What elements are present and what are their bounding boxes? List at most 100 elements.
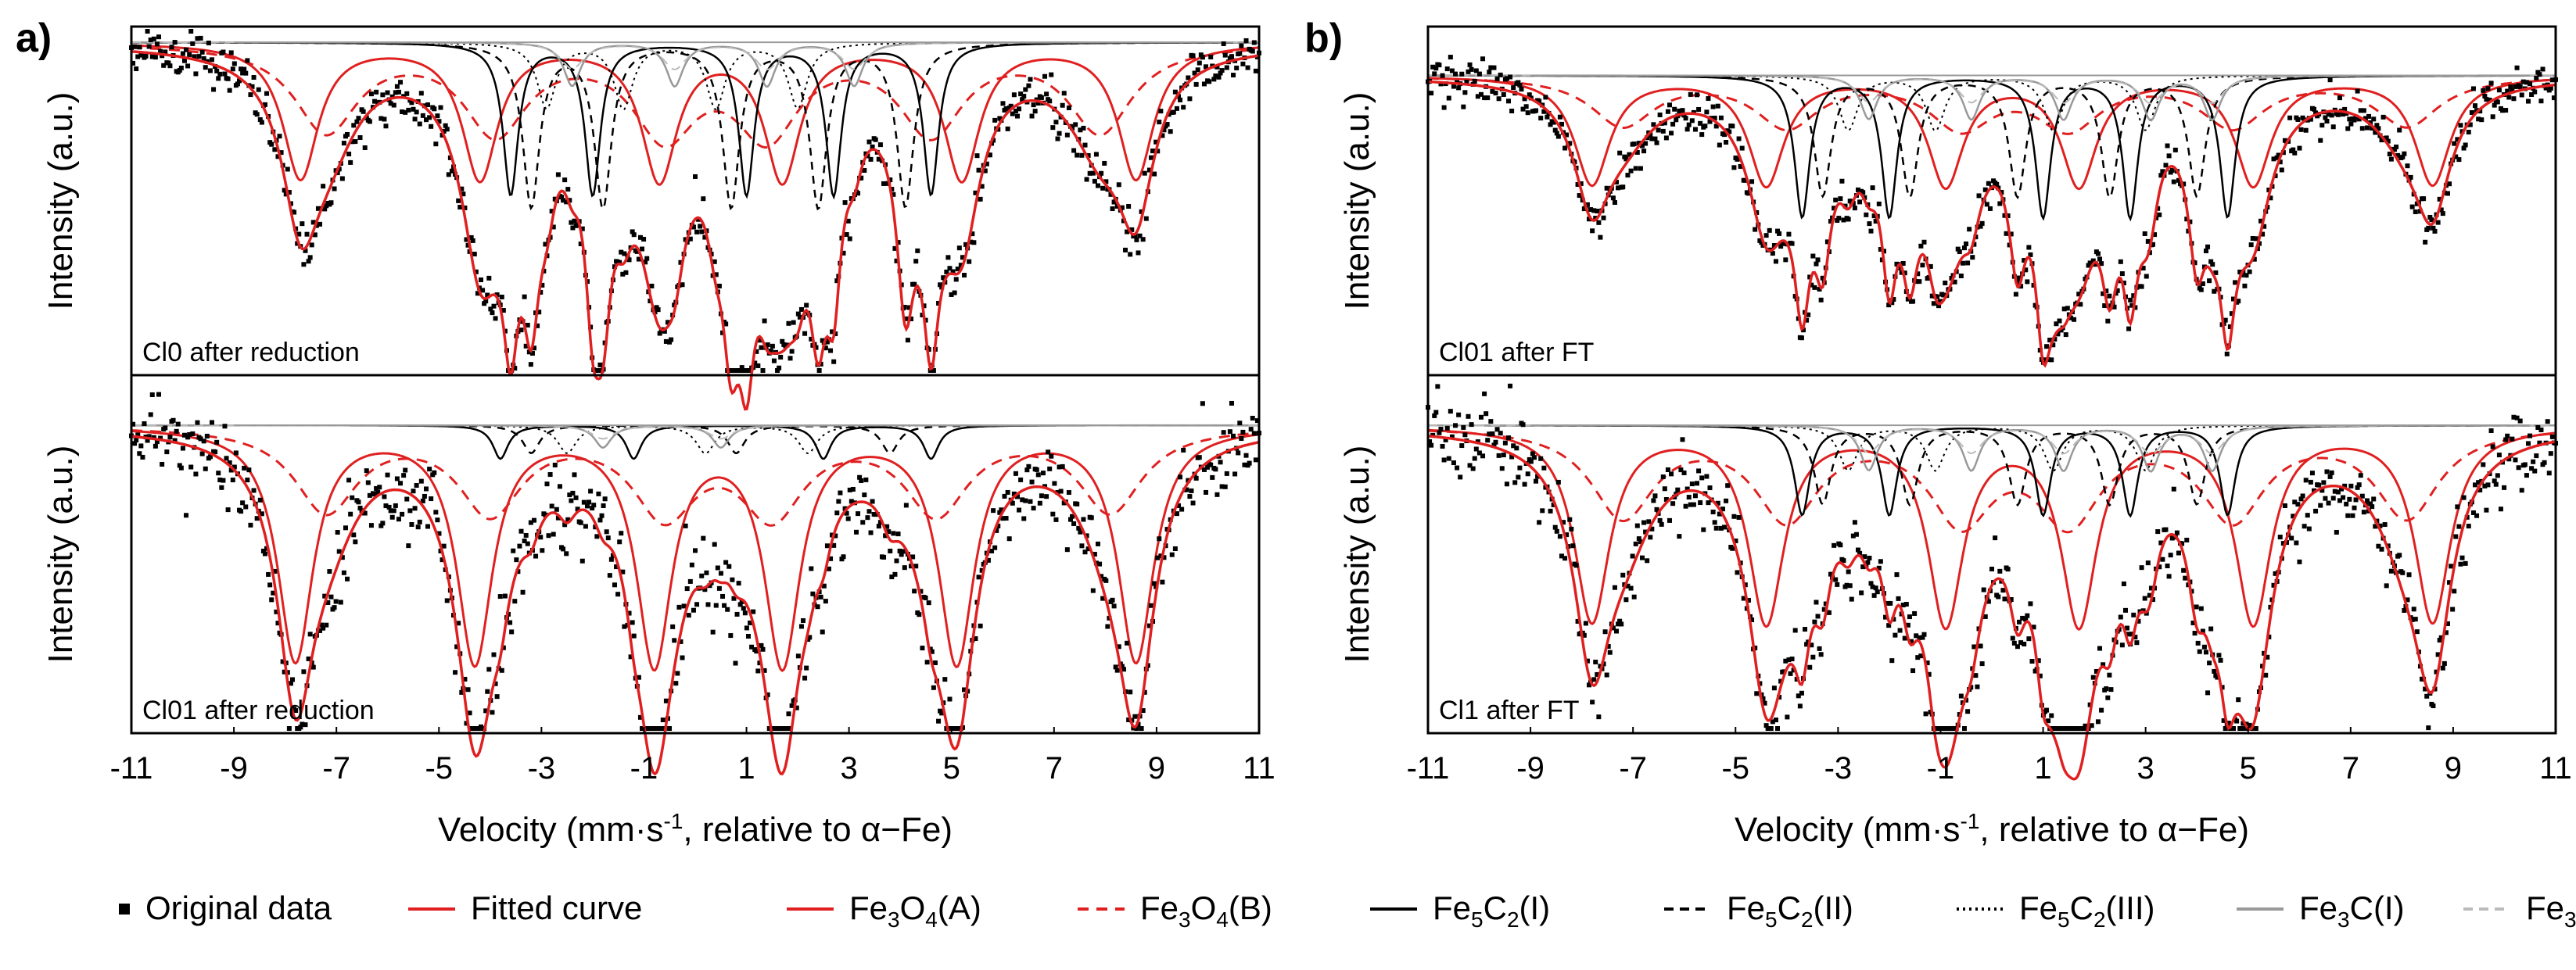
data-point [2469, 109, 2474, 115]
data-point [667, 339, 673, 345]
data-point [412, 506, 418, 511]
data-point [2005, 213, 2011, 219]
data-point [1710, 510, 1716, 515]
data-point [292, 209, 297, 215]
data-point [1060, 102, 1065, 108]
data-point [2440, 665, 2445, 671]
data-point [1502, 440, 1508, 446]
data-point [2546, 471, 2552, 476]
data-point [2207, 660, 2212, 666]
data-point [1123, 247, 1128, 252]
data-point [152, 55, 158, 60]
data-point [2426, 725, 2431, 731]
data-point [884, 524, 890, 529]
data-point [610, 553, 615, 558]
data-point [842, 506, 848, 511]
data-point [2459, 555, 2465, 560]
data-point [1984, 202, 1989, 207]
data-point [2139, 284, 2144, 289]
data-point [462, 205, 468, 210]
data-point [1979, 220, 1985, 226]
data-point [1641, 520, 1647, 525]
legend-item-fe3cii: Fe3C(II) [2463, 889, 2576, 932]
data-point [2496, 453, 2502, 458]
data-point [2198, 606, 2204, 611]
data-point [1818, 652, 1824, 657]
data-point [1461, 104, 1466, 109]
data-point [242, 66, 247, 72]
data-point [1020, 97, 1025, 102]
fitted-curve [1427, 80, 2556, 368]
data-point [1889, 658, 1895, 664]
data-point [339, 176, 345, 181]
data-point [1631, 141, 1637, 147]
data-point [2473, 482, 2477, 488]
data-point [842, 200, 848, 206]
data-point [1432, 71, 1437, 77]
data-point [2025, 613, 2030, 618]
data-point [830, 532, 835, 538]
legend-label: Fe5C2(II) [1727, 889, 1853, 932]
x-tick-label: 7 [1046, 751, 1063, 786]
data-point [771, 358, 777, 363]
data-point [2305, 513, 2310, 518]
data-point [2392, 147, 2397, 152]
subplot-0-1 [129, 392, 1261, 776]
data-point [306, 656, 311, 661]
data-point [1548, 122, 1553, 127]
data-point [2332, 489, 2337, 494]
data-point [2227, 324, 2233, 330]
data-point [301, 262, 307, 267]
data-point [1567, 141, 1573, 146]
data-point [210, 420, 214, 425]
data-point [1040, 471, 1046, 476]
data-point [2508, 84, 2513, 90]
data-point [245, 478, 250, 483]
data-point [1928, 263, 1933, 269]
data-point [1616, 185, 1621, 191]
data-point [1903, 602, 1909, 607]
data-point [190, 431, 196, 436]
data-point [1187, 494, 1193, 499]
data-point [1534, 108, 1539, 113]
data-point [698, 224, 703, 229]
data-point [167, 435, 173, 440]
data-point [2176, 550, 2181, 556]
data-point [1897, 628, 1903, 633]
data-point [1982, 614, 1988, 619]
data-point [736, 581, 741, 586]
data-point [2309, 471, 2315, 476]
data-point [2366, 113, 2372, 119]
data-point [216, 471, 221, 476]
data-point [663, 338, 669, 344]
data-point [1736, 136, 1742, 141]
data-point [2017, 275, 2022, 281]
data-point [2505, 88, 2510, 94]
legend-label: Fe3O4(A) [849, 889, 981, 932]
data-point [2429, 217, 2434, 223]
data-point [820, 629, 825, 635]
x-tick-label: 1 [2034, 751, 2051, 786]
data-point [565, 187, 571, 192]
data-point [328, 200, 334, 206]
data-point [720, 330, 726, 335]
data-point [221, 478, 226, 483]
sample-label: Cl1 after FT [1439, 696, 1579, 725]
data-point [718, 571, 723, 576]
data-point [1926, 274, 1932, 280]
data-point [2187, 219, 2193, 224]
x-tick-label: 11 [2539, 751, 2572, 786]
data-point [809, 336, 814, 342]
data-point [909, 316, 914, 321]
data-point [1575, 618, 1580, 624]
data-point [2031, 625, 2036, 630]
data-point [1066, 105, 1071, 110]
data-point [1695, 481, 1700, 486]
data-point [1997, 568, 2003, 574]
data-point [1049, 72, 1054, 77]
data-point [2262, 224, 2267, 229]
data-point [282, 669, 287, 675]
data-point [499, 668, 504, 673]
data-point [2321, 480, 2327, 485]
data-point [1155, 149, 1161, 154]
